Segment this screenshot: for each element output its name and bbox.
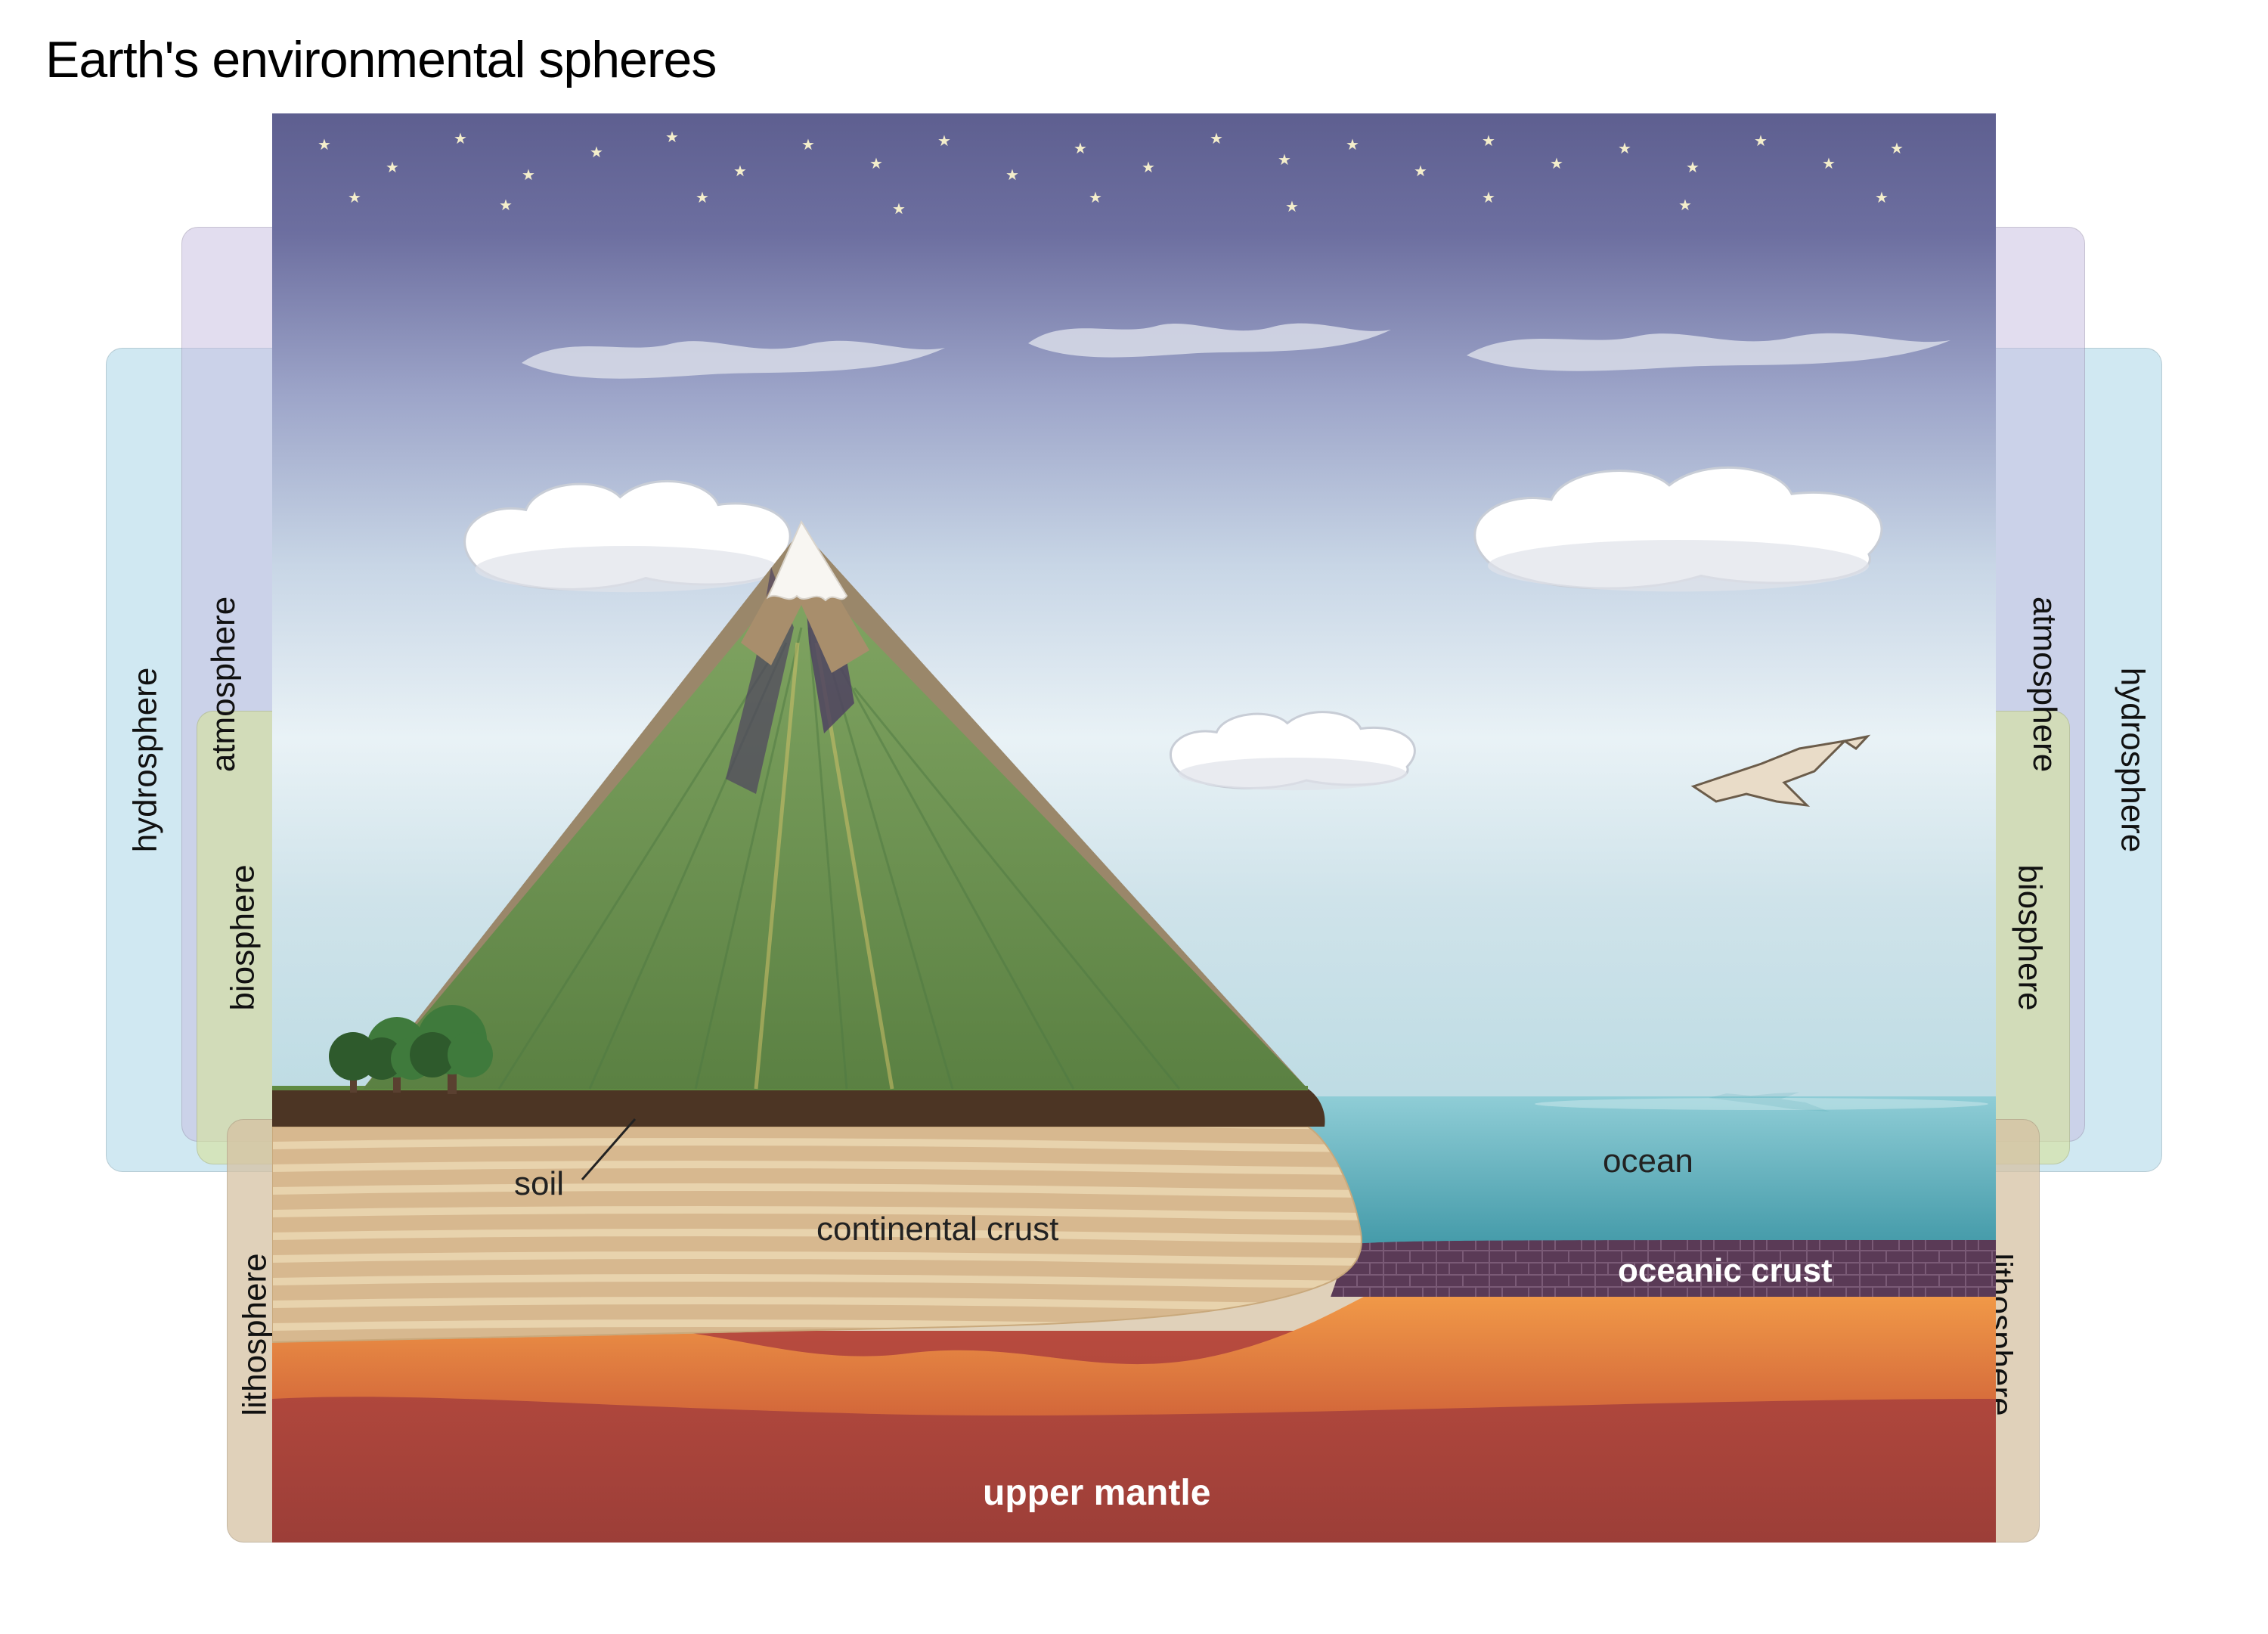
svg-text:★: ★ (1074, 141, 1087, 157)
hydrosphere-label-right: hydrosphere (2113, 668, 2151, 853)
svg-text:★: ★ (869, 156, 883, 172)
svg-text:★: ★ (1089, 190, 1102, 206)
scene-svg: ★ ★ ★ ★ ★ ★ ★ ★ ★ ★ ★ ★ ★ ★ ★ ★ ★ ★ ★ ★ ★ ★ ★ ★ ★ ★ ★ ★ ★ ★ ★ ★ ★ (272, 113, 1996, 1543)
hydrosphere-label-left: hydrosphere (126, 668, 164, 853)
diagram-title: Earth's environmental spheres (45, 30, 716, 89)
diagram-stage: hydrosphere atmosphere biosphere lithosp… (106, 113, 2162, 1565)
svg-text:★: ★ (1278, 152, 1291, 169)
atmosphere-label-right: atmosphere (2025, 597, 2063, 772)
svg-text:★: ★ (937, 133, 951, 150)
svg-text:★: ★ (499, 197, 513, 214)
svg-text:★: ★ (1822, 156, 1836, 172)
svg-text:★: ★ (665, 129, 679, 146)
svg-text:★: ★ (590, 144, 603, 161)
svg-text:★: ★ (1482, 190, 1495, 206)
atmosphere-label-left: atmosphere (205, 597, 243, 772)
svg-text:★: ★ (1142, 160, 1155, 176)
svg-text:★: ★ (1890, 141, 1904, 157)
svg-text:★: ★ (1618, 141, 1631, 157)
label-upper-mantle: upper mantle (983, 1473, 1210, 1513)
label-continental-crust: continental crust (816, 1211, 1058, 1248)
svg-text:★: ★ (1754, 133, 1768, 150)
svg-text:★: ★ (348, 190, 361, 206)
svg-text:★: ★ (1482, 133, 1495, 150)
svg-text:★: ★ (1678, 197, 1692, 214)
svg-text:★: ★ (1005, 167, 1019, 184)
svg-text:★: ★ (454, 131, 467, 147)
svg-text:★: ★ (1285, 199, 1299, 215)
svg-text:★: ★ (1210, 131, 1223, 147)
label-oceanic-crust: oceanic crust (1618, 1252, 1833, 1289)
scene-panel: ★ ★ ★ ★ ★ ★ ★ ★ ★ ★ ★ ★ ★ ★ ★ ★ ★ ★ ★ ★ ★ ★ ★ ★ ★ ★ ★ ★ ★ ★ ★ ★ ★ (272, 113, 1996, 1543)
svg-text:★: ★ (801, 137, 815, 153)
biosphere-label-right: biosphere (2011, 864, 2049, 1010)
svg-text:★: ★ (1686, 160, 1699, 176)
svg-text:★: ★ (1875, 190, 1888, 206)
svg-text:★: ★ (1550, 156, 1563, 172)
soil-layer (272, 1089, 1325, 1127)
svg-text:★: ★ (1346, 137, 1359, 153)
svg-text:★: ★ (522, 167, 535, 184)
biosphere-label-left: biosphere (225, 864, 262, 1010)
label-ocean: ocean (1603, 1143, 1693, 1180)
label-soil: soil (514, 1165, 564, 1202)
svg-text:★: ★ (892, 201, 906, 218)
svg-text:★: ★ (696, 190, 709, 206)
svg-text:★: ★ (733, 163, 747, 180)
lithosphere-label-left: lithosphere (237, 1253, 274, 1415)
svg-text:★: ★ (386, 160, 399, 176)
svg-text:★: ★ (318, 137, 331, 153)
svg-text:★: ★ (1414, 163, 1427, 180)
